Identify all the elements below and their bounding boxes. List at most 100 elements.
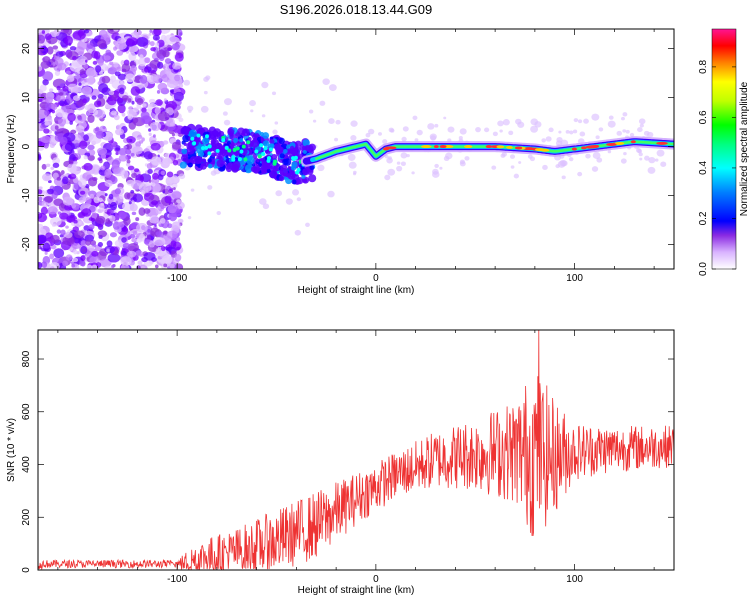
noise-blob xyxy=(104,179,113,187)
noise-blob xyxy=(83,134,89,142)
noise-blob xyxy=(53,198,64,207)
spectrogram-xtick-label: 100 xyxy=(566,273,583,284)
noise-blob xyxy=(155,99,163,107)
noise-blob xyxy=(100,153,107,160)
signal-blob xyxy=(187,162,193,168)
noise-blob xyxy=(65,254,73,261)
noise-blob xyxy=(177,218,184,224)
signal-blob xyxy=(263,146,268,151)
noise-blob xyxy=(174,132,179,137)
noise-blob xyxy=(41,261,48,268)
noise-blob xyxy=(71,264,76,268)
noise-blob xyxy=(160,170,165,176)
noise-blob xyxy=(95,130,104,139)
noise-blob xyxy=(128,52,137,62)
noise-blob xyxy=(177,201,185,210)
noise-blob xyxy=(91,95,97,100)
ridge-peak xyxy=(485,145,493,149)
noise-blob xyxy=(93,109,99,116)
noise-blob xyxy=(62,85,69,92)
noise-blob xyxy=(80,240,87,248)
noise-blob xyxy=(154,107,161,115)
signal-blob xyxy=(302,149,307,154)
noise-blob xyxy=(91,164,101,175)
signal-blob xyxy=(302,139,310,147)
noise-blob xyxy=(49,253,55,260)
signal-blob xyxy=(215,148,220,153)
noise-blob xyxy=(557,160,566,168)
spectrogram-ylabel: Frequency (Hz) xyxy=(6,115,17,184)
noise-blob xyxy=(162,157,172,165)
noise-blob xyxy=(80,255,86,262)
noise-blob xyxy=(173,187,176,191)
signal-blob xyxy=(273,159,278,164)
noise-blob xyxy=(169,175,180,184)
noise-blob xyxy=(125,149,132,155)
noise-blob xyxy=(152,34,160,41)
signal-blob xyxy=(261,151,266,156)
noise-blob xyxy=(502,119,510,126)
noise-blob xyxy=(509,154,516,159)
noise-blob xyxy=(259,198,267,205)
noise-blob xyxy=(105,49,112,56)
snr-ytick-label: 0 xyxy=(21,567,32,573)
noise-blob xyxy=(138,183,152,193)
noise-blob xyxy=(350,135,357,141)
signal-blob xyxy=(267,143,275,150)
noise-blob xyxy=(637,127,643,133)
noise-blob xyxy=(105,154,110,159)
noise-blob xyxy=(89,256,101,265)
ridge-peak xyxy=(630,140,636,144)
noise-blob xyxy=(620,158,627,164)
noise-blob xyxy=(119,212,127,219)
noise-blob xyxy=(75,142,79,146)
noise-blob xyxy=(108,193,114,200)
noise-blob xyxy=(65,225,69,229)
signal-blob xyxy=(291,157,296,162)
noise-blob xyxy=(143,238,151,245)
noise-blob xyxy=(130,86,141,96)
noise-blob xyxy=(56,85,61,91)
signal-blob xyxy=(302,145,306,150)
noise-blob xyxy=(69,62,83,73)
noise-blob xyxy=(42,56,51,63)
snr-ytick-label: 400 xyxy=(21,456,32,473)
signal-blob xyxy=(217,155,223,160)
noise-blob xyxy=(41,163,47,170)
signal-blob xyxy=(246,140,251,145)
noise-blob xyxy=(110,110,117,116)
noise-blob xyxy=(150,47,156,52)
noise-blob xyxy=(132,146,143,155)
noise-blob xyxy=(128,200,132,205)
noise-blob xyxy=(126,37,138,46)
noise-blob xyxy=(439,166,443,170)
noise-blob xyxy=(130,152,135,157)
noise-blob xyxy=(49,88,54,92)
signal-blob xyxy=(266,156,271,161)
noise-blob xyxy=(130,65,138,72)
noise-blob xyxy=(129,203,138,212)
noise-blob xyxy=(138,140,144,144)
noise-blob xyxy=(388,127,394,133)
ridge-peak xyxy=(433,145,439,149)
signal-blob xyxy=(225,165,233,173)
noise-blob xyxy=(292,189,300,196)
noise-blob xyxy=(296,197,302,202)
noise-blob xyxy=(353,172,357,176)
noise-blob xyxy=(114,71,121,77)
noise-blob xyxy=(76,147,81,151)
signal-blob xyxy=(192,141,197,146)
noise-blob xyxy=(109,201,118,211)
noise-blob xyxy=(569,130,574,135)
noise-blob xyxy=(141,103,147,107)
signal-blob xyxy=(278,137,285,145)
noise-blob xyxy=(83,155,88,160)
signal-blob xyxy=(196,133,201,138)
noise-blob xyxy=(68,159,74,165)
noise-blob xyxy=(157,111,170,122)
noise-blob xyxy=(396,165,403,172)
noise-blob xyxy=(52,157,61,165)
signal-blob xyxy=(287,165,292,170)
noise-blob xyxy=(166,230,178,240)
noise-blob xyxy=(125,73,136,83)
